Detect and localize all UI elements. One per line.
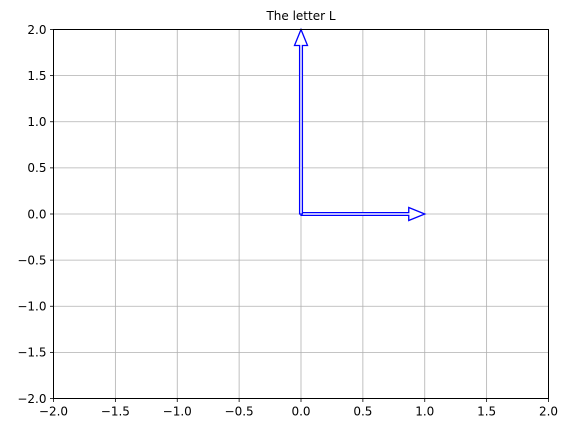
y-tick-label: −1.0 [17,300,46,314]
y-tick-label: −1.5 [17,346,46,360]
y-tick-label: 2.0 [27,23,46,37]
x-tick-label: 0.0 [291,405,310,419]
x-tick-label: 1.0 [415,405,434,419]
x-tick-label: −1.0 [163,405,192,419]
x-tick-label: 2.0 [539,405,558,419]
x-tick-label: 0.5 [353,405,372,419]
x-tick-label: −0.5 [225,405,254,419]
chart-title: The letter L [265,9,335,23]
y-tick-label: 0.5 [27,161,46,175]
x-tick-label: −1.5 [101,405,130,419]
tick-layer: −2.0 −1.5 −1.0 −0.5 0.0 0.5 1.0 1.5 2.0 −2.0 −1.5 −… [17,23,558,419]
vector-layer [295,30,425,221]
y-tick-label: −0.5 [17,253,46,267]
y-tick-label: −2.0 [17,392,46,406]
x-tick-label: −2.0 [39,405,68,419]
y-tick-label: 1.5 [27,69,46,83]
y-tick-label: 0.0 [27,207,46,221]
x-tick-label: 1.5 [477,405,496,419]
y-tick-label: 1.0 [27,115,46,129]
